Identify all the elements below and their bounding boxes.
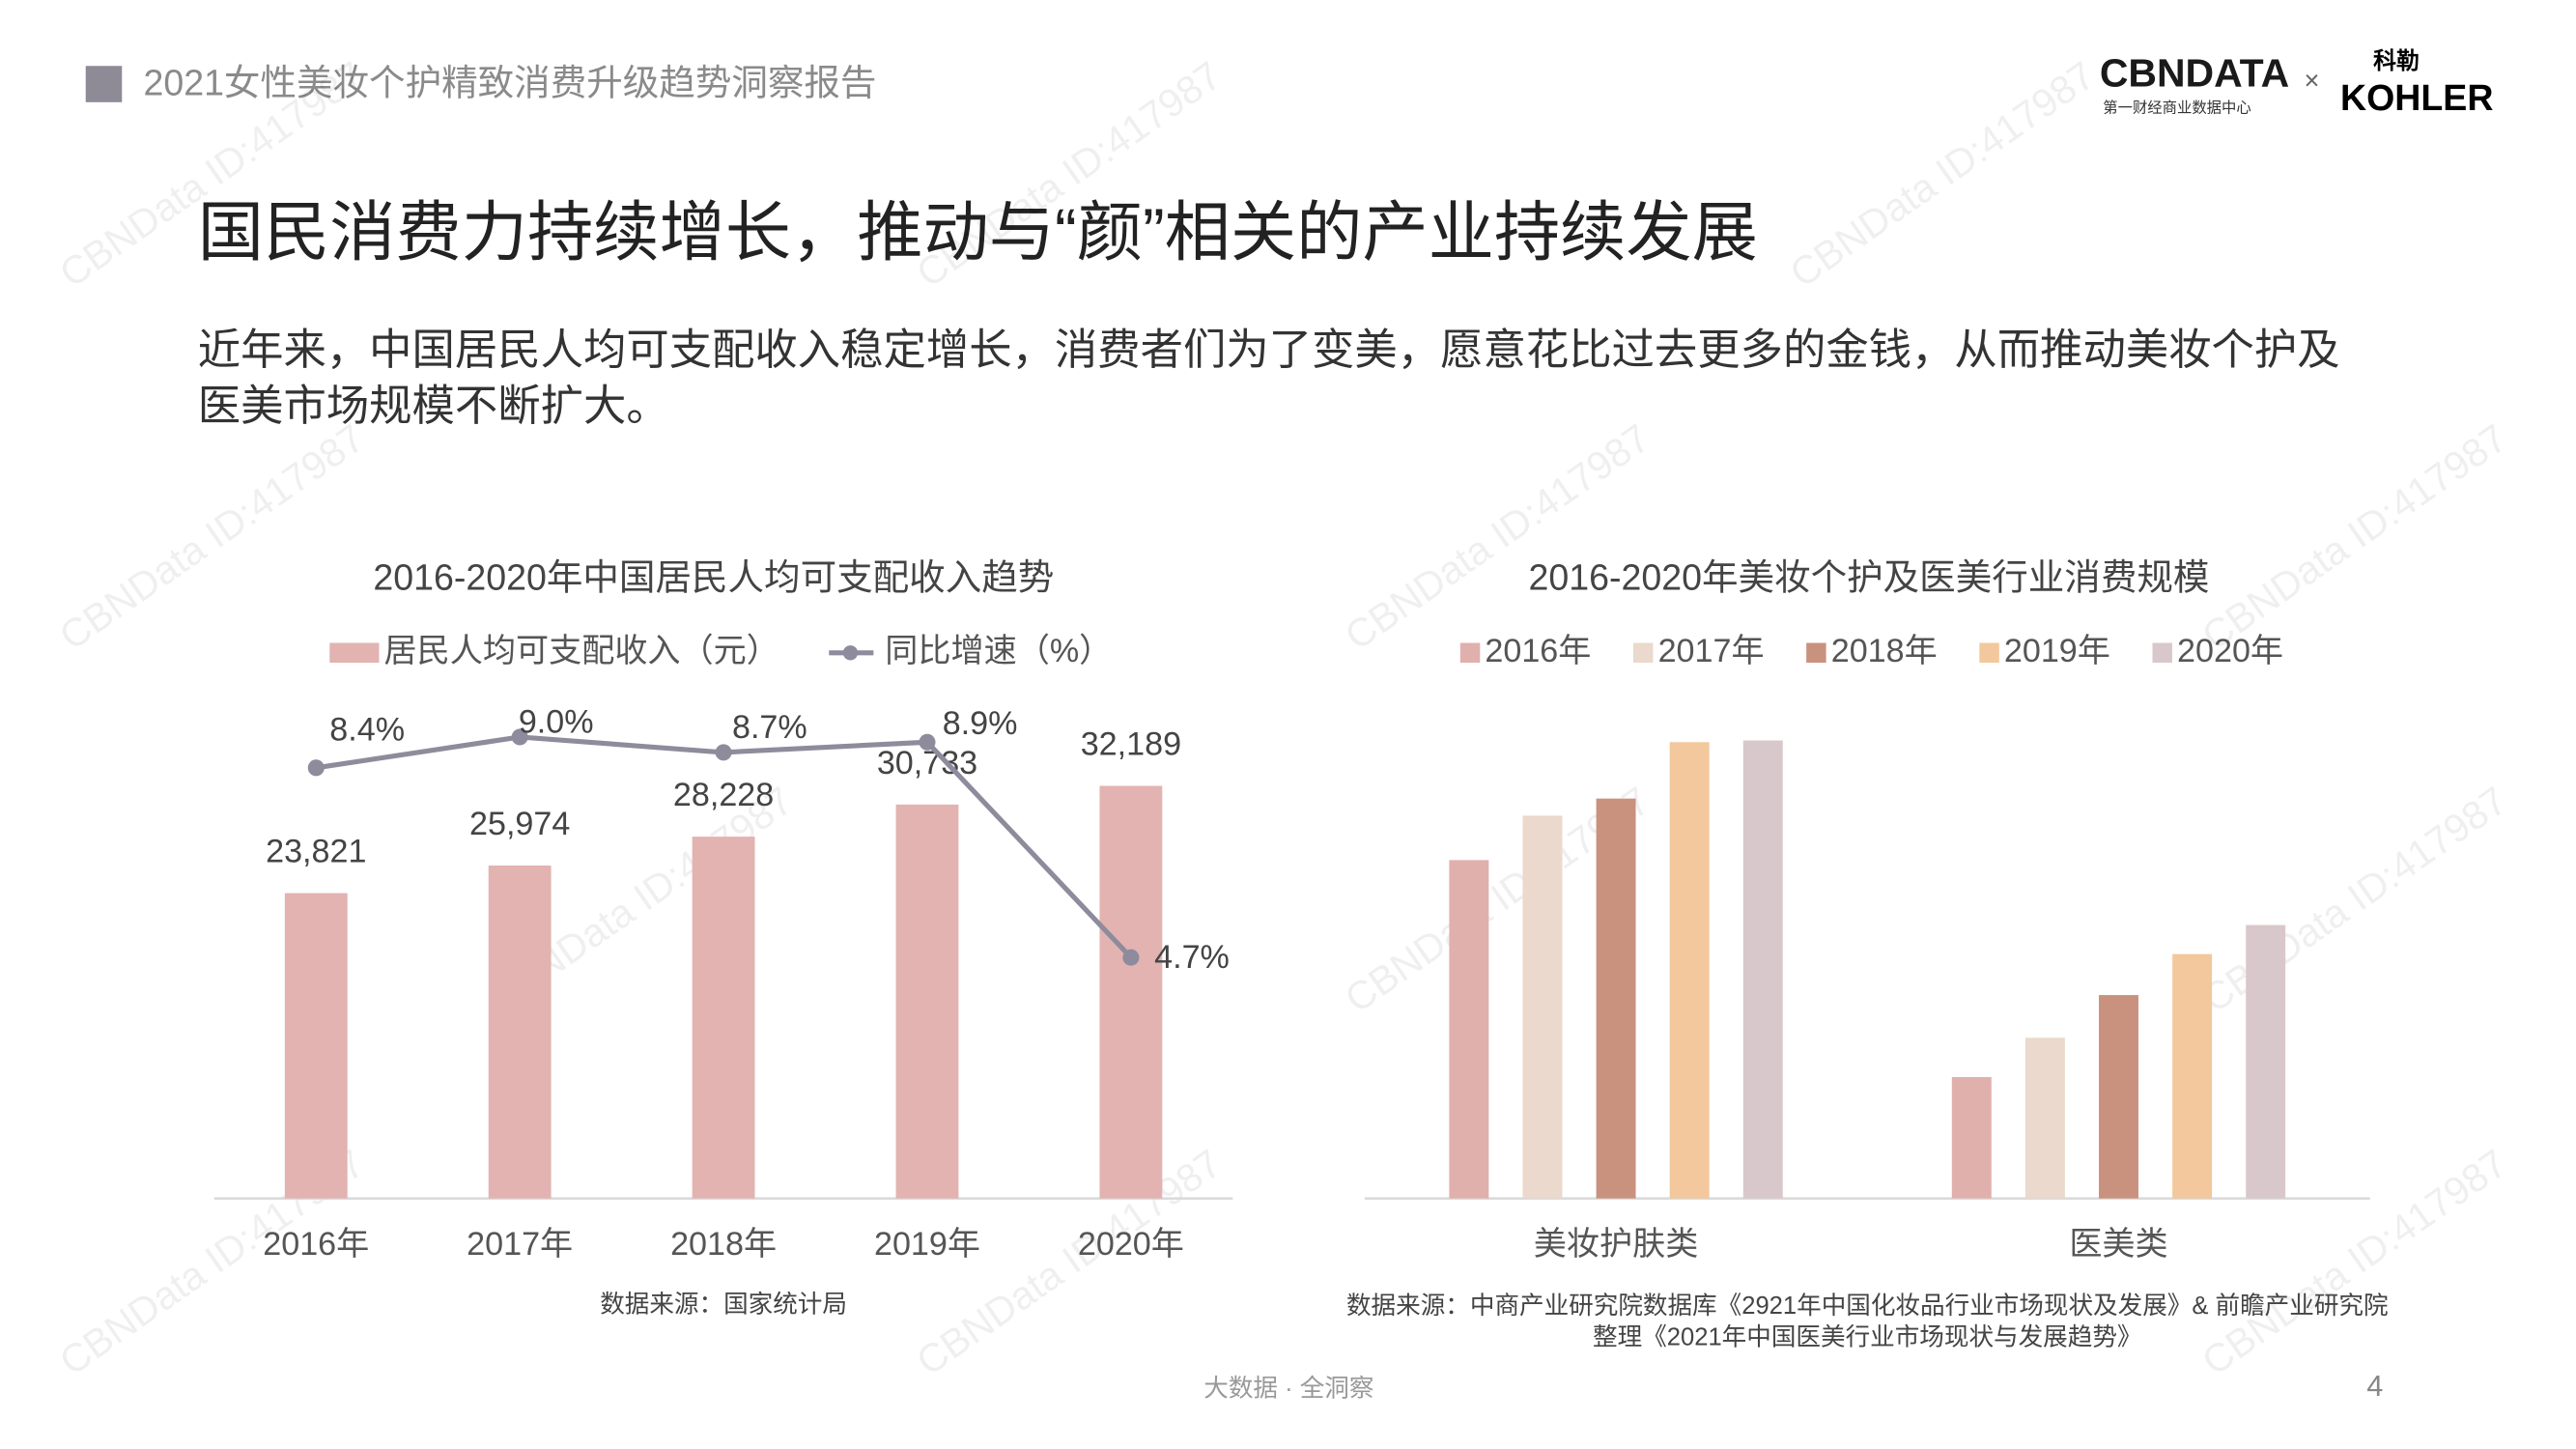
line-value-label: 8.4% [329,711,405,748]
x-tick-label: 2020年 [1078,1226,1184,1263]
bar-value-label: 23,821 [266,834,366,870]
line-value-label: 4.7% [1154,939,1230,976]
watermark: CBNData ID:417987 [1782,53,2103,297]
watermark: CBNData ID:417987 [2194,1141,2514,1384]
source-note: 数据来源：中商产业研究院数据库《2921年中国化妆品行业市场现状及发展》& 前瞻… [1346,1292,2389,1320]
legend-swatch [1979,642,1999,664]
bar [2099,995,2138,1199]
legend-label: 2020年 [2177,633,2283,669]
bar [1596,798,1636,1199]
watermark: CBNData ID:417987 [1337,415,1657,659]
bar [2172,953,2213,1199]
source-note: 整理《2021年中国医美行业市场现状与发展趋势》 [1593,1322,2141,1350]
page-number: 4 [2366,1369,2383,1403]
watermark: CBNData ID:417987 [51,415,372,659]
watermark: CBNData ID:417987 [2194,778,2514,1021]
line-point [307,759,325,777]
chart-title: 2016-2020年中国居民人均可支配收入趋势 [373,557,1054,598]
body-text: 近年来，中国居民人均可支配收入稳定增长，消费者们为了变美，愿意花比过去更多的金钱… [198,327,2340,374]
legend-label: 2019年 [2004,633,2110,669]
legend-swatch [1459,642,1481,664]
bar-value-label: 25,974 [469,806,570,842]
legend-label: 2016年 [1485,633,1591,669]
bar [488,865,552,1199]
x-tick-label: 美妆护肤类 [1534,1226,1699,1263]
legend-swatch [329,642,380,664]
bar [1522,815,1563,1199]
legend-swatch [1806,642,1826,664]
legend-label: 2017年 [1658,633,1765,669]
header-marker [85,66,123,102]
legend-swatch [1632,642,1654,664]
logo-cross: × [2304,66,2319,96]
logo-sub: 第一财经商业数据中心 [2103,99,2250,117]
bar [1951,1077,1992,1199]
x-tick-label: 2016年 [263,1226,369,1263]
bar [1742,740,1783,1199]
bar [2024,1037,2065,1199]
x-tick-label: 2017年 [467,1226,573,1263]
legend-swatch [2152,642,2172,664]
bar-value-label: 28,228 [673,777,774,813]
line-point [511,728,528,746]
bar [895,804,959,1199]
line-value-label: 9.0% [519,703,594,740]
bar [1099,785,1163,1199]
legend-label: 居民人均可支配收入（元） [384,633,779,669]
x-tick-label: 2018年 [670,1226,777,1263]
logo: CBNDATA [2100,50,2289,95]
bar [284,893,348,1199]
x-tick-label: 医美类 [2069,1226,2167,1263]
bar [692,837,755,1199]
partner-en: KOHLER [2340,77,2493,118]
line-point [715,744,732,761]
bar [2246,924,2286,1199]
report-title: 2021女性美妆个护精致消费升级趋势洞察报告 [143,63,876,103]
line-value-label: 8.7% [732,709,807,746]
bar-value-label: 32,189 [1081,726,1181,763]
x-tick-label: 2019年 [874,1226,980,1263]
body-text: 医美市场规模不断扩大。 [198,383,669,430]
line-value-label: 8.9% [943,705,1018,742]
legend-label: 2018年 [1831,633,1938,669]
source-note: 数据来源：国家统计局 [600,1290,847,1318]
page-title: 国民消费力持续增长，推动与“颜”相关的产业持续发展 [198,196,1758,270]
legend-label: 同比增速（%） [885,633,1112,669]
line-point [1122,949,1140,966]
partner-cn: 科勒 [2373,48,2420,74]
chart-title: 2016-2020年美妆个护及医美行业消费规模 [1529,557,2210,598]
watermark: CBNData ID:417987 [2194,415,2514,659]
footer-slogan: 大数据 · 全洞察 [1203,1374,1373,1402]
bar [1669,742,1710,1199]
legend-marker [842,645,859,661]
line-point [919,733,936,751]
bar [1449,860,1489,1199]
